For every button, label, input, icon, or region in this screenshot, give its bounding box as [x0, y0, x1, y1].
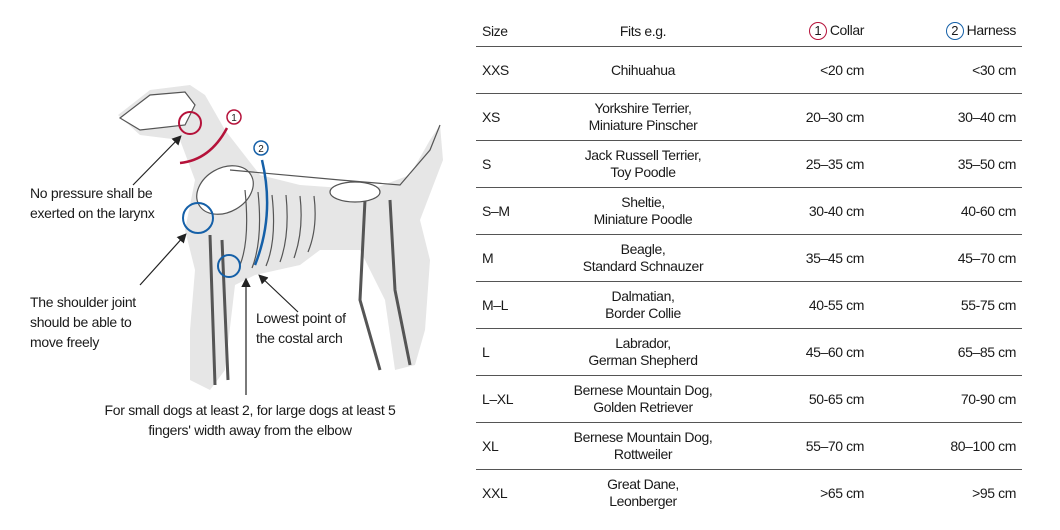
- fits-line: Bernese Mountain Dog,: [573, 382, 713, 398]
- harness-cell: 80–100 cm: [870, 422, 1022, 470]
- collar-cell: 20–30 cm: [728, 93, 870, 141]
- collar-line: [179, 127, 229, 165]
- size-cell: S–M: [476, 187, 558, 235]
- collar-cell: 30-40 cm: [728, 187, 870, 235]
- harness-cell: 45–70 cm: [870, 234, 1022, 282]
- collar-cell: 40-55 cm: [728, 281, 870, 329]
- table-row: M–L Dalmatian, Border Collie 40-55 cm 55-…: [476, 281, 1022, 329]
- fits-line: Great Dane,: [607, 476, 679, 492]
- fits-cell: Bernese Mountain Dog, Rottweiler: [558, 422, 728, 470]
- fits-cell: Beagle, Standard Schnauzer: [558, 234, 728, 282]
- size-cell: XXS: [476, 46, 558, 94]
- size-cell: M: [476, 234, 558, 282]
- shoulder-marker: [182, 202, 214, 234]
- fits-line: Sheltie,: [621, 194, 665, 210]
- larynx-marker: [178, 111, 202, 135]
- table-row: L Labrador, German Shepherd 45–60 cm 65–8…: [476, 328, 1022, 376]
- collar-cell: 45–60 cm: [728, 328, 870, 376]
- fits-line: Chihuahua: [610, 61, 676, 78]
- dog-skeleton-illustration: 1 2: [118, 85, 443, 395]
- table-row: XXL Great Dane, Leonberger >65 cm >95 cm: [476, 470, 1022, 517]
- fits-line: Yorkshire Terrier,: [594, 100, 692, 116]
- size-cell: XS: [476, 93, 558, 141]
- table-row: S–M Sheltie, Miniature Poodle 30-40 cm 40…: [476, 187, 1022, 235]
- collar-number: 1: [231, 113, 237, 124]
- table-row: XXS Chihuahua <20 cm <30 cm: [476, 46, 1022, 94]
- fits-cell: Dalmatian, Border Collie: [558, 281, 728, 329]
- fits-line: Golden Retriever: [593, 399, 693, 415]
- header-harness-label: Harness: [966, 22, 1017, 38]
- size-cell: L: [476, 328, 558, 376]
- costal-arch-note: Lowest point of the costal arch: [256, 310, 346, 346]
- fits-cell: Bernese Mountain Dog, Golden Retriever: [558, 375, 728, 423]
- fits-line: Beagle,: [620, 241, 666, 257]
- harness-cell: 30–40 cm: [870, 93, 1022, 141]
- table-header-row: Size Fits e.g. 1 Collar 2 Harness: [476, 16, 1022, 47]
- table-row: S Jack Russell Terrier, Toy Poodle 25–35 …: [476, 140, 1022, 188]
- collar-number-icon: [226, 109, 242, 125]
- collar-cell: 50-65 cm: [728, 375, 870, 423]
- fits-line: Labrador,: [615, 335, 671, 351]
- harness-number: 2: [258, 144, 264, 155]
- collar-cell: <20 cm: [728, 46, 870, 94]
- fits-line: Border Collie: [605, 305, 681, 321]
- fits-line: Toy Poodle: [610, 164, 676, 180]
- size-cell: XL: [476, 422, 558, 470]
- size-cell: M–L: [476, 281, 558, 329]
- header-size: Size: [476, 16, 558, 47]
- harness-cell: 55-75 cm: [870, 281, 1022, 329]
- table-row: XS Yorkshire Terrier, Miniature Pinscher …: [476, 93, 1022, 141]
- collar-cell: 55–70 cm: [728, 422, 870, 470]
- harness-cell: 35–50 cm: [870, 140, 1022, 188]
- harness-cell: >95 cm: [972, 484, 1016, 501]
- dog-silhouette: [118, 85, 443, 390]
- fits-line: Rottweiler: [613, 446, 673, 462]
- fits-line: Dalmatian,: [611, 288, 675, 304]
- harness-number-icon: [253, 140, 269, 156]
- size-cell: L–XL: [476, 375, 558, 423]
- larynx-note: No pressure shall be exerted on the lary…: [30, 185, 155, 221]
- table-row: M Beagle, Standard Schnauzer 35–45 cm 45–…: [476, 234, 1022, 282]
- harness-number-icon: 2: [945, 22, 964, 40]
- size-cell: S: [476, 140, 558, 188]
- fits-cell: Jack Russell Terrier, Toy Poodle: [558, 140, 728, 188]
- fits-line: Miniature Pinscher: [588, 117, 698, 133]
- fits-line: Standard Schnauzer: [582, 258, 704, 274]
- header-fits: Fits e.g.: [558, 16, 728, 47]
- fits-cell: Chihuahua: [558, 46, 728, 94]
- fits-line: Miniature Poodle: [593, 211, 693, 227]
- header-collar-label: Collar: [829, 22, 865, 38]
- fits-line: Leonberger: [609, 493, 677, 509]
- elbow-note: For small dogs at least 2, for large dog…: [104, 402, 396, 438]
- harness-line: [253, 159, 269, 266]
- size-cell: XXL: [482, 484, 508, 501]
- collar-cell: 35–45 cm: [728, 234, 870, 282]
- fits-line: Jack Russell Terrier,: [584, 147, 702, 163]
- table-row: XL Bernese Mountain Dog, Rottweiler 55–70…: [476, 422, 1022, 470]
- fits-cell: Sheltie, Miniature Poodle: [558, 187, 728, 235]
- header-harness: 2 Harness: [870, 16, 1022, 47]
- header-collar: 1 Collar: [728, 16, 870, 47]
- collar-cell: >65 cm: [820, 484, 864, 501]
- fits-cell: Labrador, German Shepherd: [558, 328, 728, 376]
- collar-number-icon: 1: [808, 22, 827, 40]
- fits-line: German Shepherd: [588, 352, 698, 368]
- fits-cell: Yorkshire Terrier, Miniature Pinscher: [558, 93, 728, 141]
- harness-cell: 70-90 cm: [870, 375, 1022, 423]
- harness-cell: <30 cm: [870, 46, 1022, 94]
- harness-cell: 40-60 cm: [870, 187, 1022, 235]
- fits-cell: Great Dane, Leonberger: [558, 470, 728, 517]
- table-row: L–XL Bernese Mountain Dog, Golden Retriev…: [476, 375, 1022, 423]
- size-table: Size Fits e.g. 1 Collar 2 Harness XXS Chih…: [476, 16, 1022, 516]
- elbow-marker: [217, 254, 241, 278]
- fits-line: Bernese Mountain Dog,: [573, 429, 713, 445]
- harness-cell: 65–85 cm: [870, 328, 1022, 376]
- shoulder-note: The shoulder joint should be able to mov…: [30, 294, 136, 350]
- collar-cell: 25–35 cm: [728, 140, 870, 188]
